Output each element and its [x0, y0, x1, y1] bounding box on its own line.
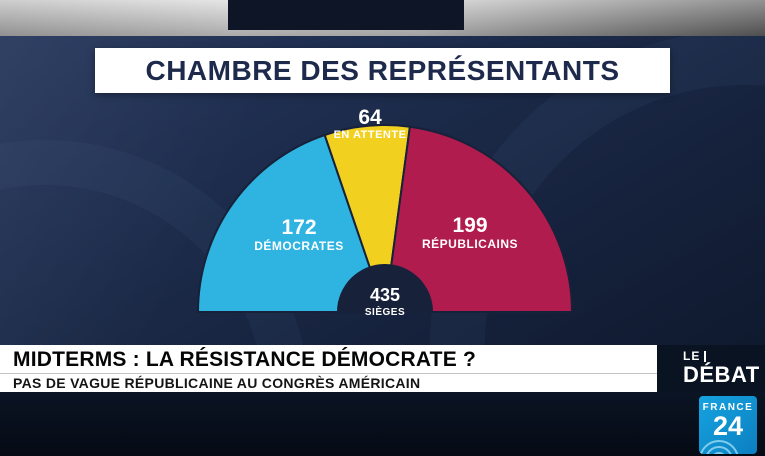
- bottom-band: [0, 392, 765, 456]
- republicans-count: 199: [452, 214, 488, 237]
- show-logo-top-row: LE: [683, 350, 765, 362]
- france24-number: 24: [712, 411, 744, 441]
- label-democrats: 172 DÉMOCRATES: [237, 217, 361, 253]
- chyron-headline: MIDTERMS : LA RÉSISTANCE DÉMOCRATE ?: [13, 348, 476, 371]
- show-logo-name: DÉBAT: [683, 362, 760, 387]
- chyron: MIDTERMS : LA RÉSISTANCE DÉMOCRATE ? PAS…: [0, 345, 657, 392]
- wedge-democrats: [196, 133, 387, 313]
- show-logo: LE DÉBAT: [657, 345, 765, 392]
- label-pending: 64 EN ATTENTE: [305, 107, 435, 141]
- total-seats-name: SIÈGES: [364, 307, 406, 318]
- chyron-divider: [0, 373, 657, 374]
- chart-title: CHAMBRE DES REPRÉSENTANTS: [145, 54, 620, 86]
- total-seats-count: 435: [369, 285, 401, 305]
- france24-swirl-icon: [699, 440, 739, 454]
- studio-top-band: [0, 0, 765, 36]
- france24-wordmark: FRANCE: [702, 402, 754, 413]
- center-notch: [337, 264, 433, 312]
- pending-count: 64: [358, 106, 382, 129]
- pending-name: EN ATTENTE: [333, 129, 407, 141]
- label-republicans: 199 RÉPUBLICAINS: [406, 215, 534, 251]
- wedge-republicans: [383, 125, 574, 313]
- chyron-subheadline: PAS DE VAGUE RÉPUBLICAINE AU CONGRÈS AMÉ…: [13, 375, 421, 391]
- show-logo-bar: [704, 350, 707, 362]
- republicans-name: RÉPUBLICAINS: [421, 237, 518, 251]
- label-total-seats: 435 SIÈGES: [323, 285, 447, 319]
- studio-screen-edge: [228, 0, 464, 30]
- show-logo-article: LE: [683, 349, 701, 363]
- chart-title-banner: CHAMBRE DES REPRÉSENTANTS: [95, 48, 670, 93]
- france24-logo: FRANCE 24: [699, 396, 757, 454]
- democrats-name: DÉMOCRATES: [254, 239, 344, 253]
- wedge-pending: [323, 124, 412, 313]
- democrats-count: 172: [281, 216, 317, 239]
